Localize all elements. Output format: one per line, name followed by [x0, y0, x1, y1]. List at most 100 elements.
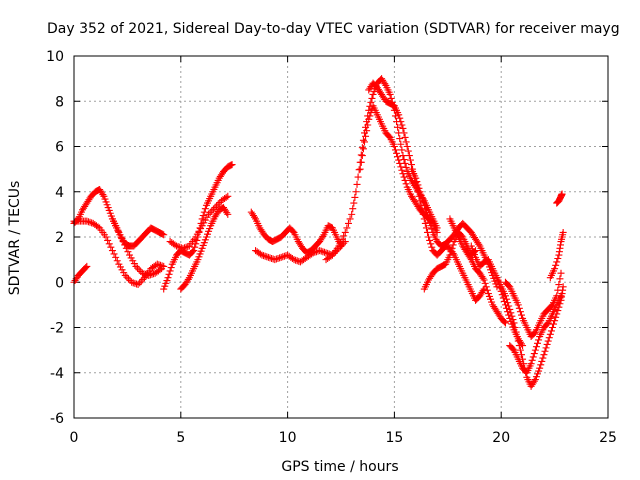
y-tick-label: 0: [55, 275, 64, 291]
data-point: [311, 248, 319, 256]
data-point: [426, 218, 434, 226]
data-point: [393, 149, 401, 157]
data-point: [535, 336, 543, 344]
series-sat-g: [177, 204, 232, 293]
data-point: [556, 275, 564, 283]
data-point: [137, 277, 145, 285]
data-point: [412, 174, 420, 182]
data-point: [544, 337, 552, 345]
data-point: [282, 252, 290, 260]
series-sat-c: [70, 262, 91, 286]
data-point: [290, 256, 298, 264]
data-point: [552, 261, 560, 269]
data-point: [199, 212, 207, 220]
data-point: [322, 249, 330, 257]
data-point: [263, 253, 271, 261]
data-point: [515, 304, 523, 312]
data-point: [122, 244, 130, 252]
data-point: [421, 219, 429, 227]
data-point: [134, 264, 142, 272]
data-point: [173, 242, 181, 250]
data-point: [338, 235, 346, 243]
data-point: [559, 228, 567, 236]
data-point: [530, 377, 538, 385]
data-point: [402, 163, 410, 171]
data-point: [406, 156, 414, 164]
data-point: [416, 188, 424, 196]
data-point: [422, 224, 430, 232]
data-point: [550, 320, 558, 328]
data-point: [113, 224, 121, 232]
data-point: [274, 254, 282, 262]
data-point: [110, 250, 118, 258]
data-point: [316, 247, 324, 255]
data-point: [399, 152, 407, 160]
data-point: [551, 265, 559, 273]
data-point: [312, 248, 320, 256]
data-point: [224, 192, 232, 200]
data-point: [317, 247, 325, 255]
series-sat-o: [446, 215, 509, 327]
data-point: [222, 193, 230, 201]
data-point: [206, 209, 214, 217]
axis-ticks: 0 5 10 15 20 25 -6 -4 -2 0 2 4 6 8 10: [46, 49, 617, 446]
series-sat-d: [108, 215, 166, 279]
data-point: [543, 340, 551, 348]
data-point: [479, 287, 487, 295]
data-point: [504, 299, 512, 307]
data-point: [403, 143, 411, 150]
data-point: [391, 146, 399, 154]
data-point: [405, 152, 413, 160]
data-point: [295, 257, 303, 265]
series-sat-h: [247, 208, 345, 257]
data-point: [150, 270, 158, 278]
data-point: [142, 270, 150, 278]
data-point: [399, 170, 407, 178]
data-point: [397, 163, 405, 171]
x-tick-label: 15: [385, 430, 403, 446]
data-point: [559, 283, 567, 291]
data-point: [396, 159, 404, 167]
data-point: [536, 364, 544, 372]
data-point: [446, 251, 454, 259]
data-point: [354, 173, 362, 181]
data-point: [227, 161, 235, 169]
data-point: [145, 271, 153, 279]
data-point: [309, 249, 317, 257]
series-sat-s: [501, 269, 565, 341]
data-point: [340, 232, 348, 240]
data-point: [114, 227, 122, 235]
y-tick-label: 4: [55, 185, 64, 201]
data-point: [191, 243, 199, 251]
data-point: [198, 215, 206, 223]
data-point: [288, 254, 296, 262]
data-point: [414, 181, 422, 189]
data-point: [116, 231, 124, 239]
data-point: [537, 361, 545, 369]
data-point: [514, 301, 522, 309]
data-point: [134, 281, 142, 289]
x-tick-label: 10: [279, 430, 297, 446]
data-point: [413, 178, 421, 186]
y-tick-label: 6: [55, 140, 64, 156]
data-point: [368, 94, 376, 102]
series-sat-e: [160, 161, 236, 293]
data-point: [398, 146, 406, 154]
data-point: [394, 153, 402, 161]
data-point: [400, 129, 408, 137]
data-point: [483, 286, 491, 294]
data-point: [190, 247, 198, 255]
y-tick-label: -2: [50, 321, 64, 337]
data-point: [119, 238, 127, 246]
data-point: [277, 253, 285, 261]
data-point: [448, 244, 456, 252]
x-axis-label: GPS time / hours: [281, 459, 398, 475]
data-point: [421, 205, 429, 213]
data-point: [341, 228, 349, 236]
data-point: [121, 241, 129, 249]
data-point: [327, 252, 335, 260]
data-point: [358, 144, 366, 152]
data-point: [402, 180, 410, 188]
data-point: [479, 274, 487, 282]
data-point: [346, 215, 354, 223]
